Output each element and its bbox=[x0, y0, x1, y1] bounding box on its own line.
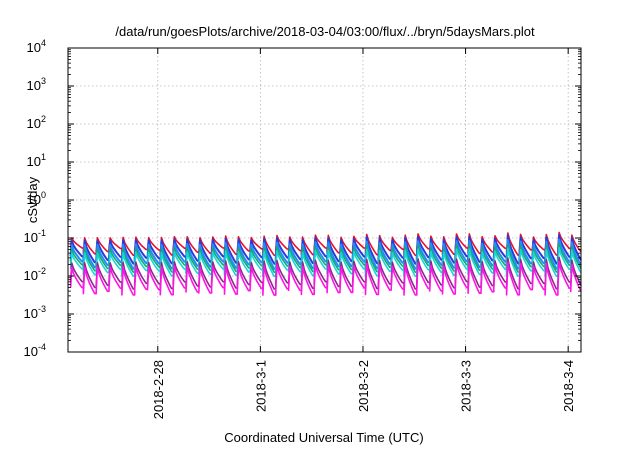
y-tick-label: 10-1 bbox=[24, 228, 46, 245]
series-line-5 bbox=[69, 246, 582, 278]
x-axis-label: Coordinated Universal Time (UTC) bbox=[224, 430, 423, 445]
grid-lines bbox=[68, 48, 581, 352]
x-tick-label: 2018-3-4 bbox=[561, 360, 576, 412]
y-tick-label: 101 bbox=[27, 152, 46, 169]
x-tick-label: 2018-3-2 bbox=[356, 360, 371, 412]
y-tick-label: 102 bbox=[27, 114, 46, 131]
data-series bbox=[69, 231, 582, 296]
y-tick-label: 103 bbox=[27, 76, 46, 93]
series-line-7 bbox=[69, 260, 582, 296]
y-tick-label: 104 bbox=[27, 38, 46, 55]
x-tick-label: 2018-2-28 bbox=[151, 360, 166, 419]
y-tick-label: 100 bbox=[27, 190, 46, 207]
x-tick-label: 2018-3-1 bbox=[253, 360, 268, 412]
y-tick-label: 10-3 bbox=[24, 304, 46, 321]
y-tick-label: 10-2 bbox=[24, 266, 46, 283]
y-tick-label: 10-4 bbox=[24, 342, 46, 359]
chart-title: /data/run/goesPlots/archive/2018-03-04/0… bbox=[115, 24, 535, 39]
axes: 10-4 10-3 10-2 10-1 100 101 102 103 104 2018-2-28… bbox=[24, 38, 581, 419]
y-axis-label: cSv/day bbox=[25, 176, 40, 223]
x-tick-label: 2018-3-3 bbox=[459, 360, 474, 412]
